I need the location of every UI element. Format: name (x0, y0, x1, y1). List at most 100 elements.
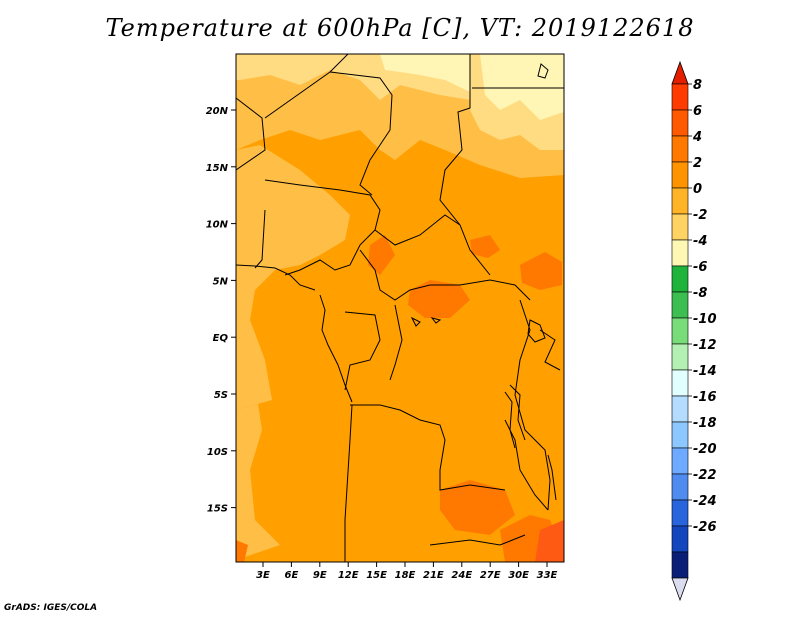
colorbar-swatch (671, 525, 689, 553)
colorbar-swatch (671, 265, 689, 293)
colorbar-label: -4 (693, 234, 707, 249)
colorbar-label: -6 (693, 260, 707, 275)
colorbar-label: 2 (693, 156, 702, 171)
coastline (527, 319, 546, 343)
lat-tick-label: 10S (207, 447, 228, 458)
field-light-coast (236, 404, 280, 560)
border-line (264, 179, 381, 276)
colorbar-label: -20 (693, 442, 717, 457)
border-line (429, 534, 526, 546)
lon-tick-label: 30E (508, 570, 529, 581)
coastline (504, 391, 516, 449)
colorbar-label: -26 (693, 520, 717, 535)
lon-tick-label: 15E (366, 570, 387, 581)
border-line (236, 97, 266, 171)
colorbar-label: -18 (693, 416, 717, 431)
lon-tick-label: 6E (285, 570, 299, 581)
colorbar-swatch (671, 447, 689, 475)
colorbar-label: -24 (693, 494, 717, 509)
colorbar-label: -10 (693, 312, 717, 327)
border-line (439, 54, 491, 276)
border-line (344, 404, 353, 562)
border-line (329, 71, 393, 196)
coastline (547, 454, 557, 501)
lat-tick-label: 20N (206, 106, 229, 117)
colorbar-label: -12 (693, 338, 717, 353)
lon-tick-label: 9E (313, 570, 327, 581)
colorbar: 8 6 4 2 0 -2 -4 -6 -8 -10 -12 -14 -16 -18 -20 -22 -24 -26 (671, 60, 717, 602)
colorbar-swatch (671, 239, 689, 267)
colorbar-label: -22 (693, 468, 717, 483)
colorbar-label: -14 (693, 364, 717, 379)
colorbar-swatch (671, 213, 689, 241)
lat-tick-label: 5S (214, 390, 228, 401)
lat-tick-label: 15N (206, 163, 229, 174)
colorbar-label: 6 (693, 104, 702, 119)
coastline (430, 317, 442, 324)
colorbar-swatch (671, 109, 689, 137)
lon-tick-label: 33E (537, 570, 558, 581)
border-line (504, 419, 549, 511)
lon-tick-label: 3E (256, 570, 270, 581)
field-warm-south (440, 480, 515, 535)
border-line (344, 311, 381, 391)
colorbar-swatch (671, 421, 689, 449)
colorbar-swatch (671, 161, 689, 189)
field-warm-sahel (368, 235, 395, 275)
lon-tick-label: 24E (451, 570, 472, 581)
coastlines (236, 63, 557, 501)
colorbar-swatch (671, 395, 689, 423)
colorbar-label: -2 (693, 208, 707, 223)
border-line (374, 214, 461, 246)
longitude-axis: 3E 6E 9E 12E 15E 18E 21E 24E 27E 30E 33E (256, 562, 558, 581)
field-yellow-top (380, 54, 470, 92)
lat-tick-label: 5N (213, 276, 229, 287)
colorbar-swatch (671, 135, 689, 163)
coastline (537, 63, 549, 79)
latitude-axis: 20N 15N 10N 5N EQ 5S 10S 15S (206, 106, 236, 515)
coastline (410, 316, 421, 327)
lon-tick-label: 18E (395, 570, 416, 581)
field-warm-east (470, 235, 500, 258)
border-line (254, 209, 266, 269)
grads-credit: GrADS: IGES/COLA (4, 603, 98, 613)
colorbar-top-arrow (671, 60, 689, 85)
colorbar-label: 8 (693, 78, 702, 93)
border-line (389, 304, 403, 381)
colorbar-label: -16 (693, 390, 717, 405)
colorbar-swatch (671, 83, 689, 111)
border-line (359, 249, 531, 301)
colorbar-swatch (671, 551, 689, 579)
border-line (350, 404, 506, 491)
colorbar-swatch (671, 291, 689, 319)
field-hot-corner (535, 520, 564, 562)
colorbar-swatch (671, 473, 689, 501)
lon-tick-label: 21E (423, 570, 444, 581)
field-warm-sudan (520, 252, 562, 290)
border-line (539, 329, 561, 371)
colorbar-swatch (671, 369, 689, 397)
colorbar-label: 4 (692, 130, 702, 145)
map-frame (235, 53, 565, 563)
coastline (236, 264, 316, 291)
field-hot-sw (236, 540, 248, 562)
colorbar-swatch (671, 343, 689, 371)
lat-tick-label: 15S (207, 504, 228, 515)
coastline (509, 384, 526, 441)
colorbar-swatch (671, 317, 689, 345)
lon-tick-label: 12E (338, 570, 359, 581)
colorbar-bottom-arrow (671, 577, 689, 602)
colorbar-label: -8 (693, 286, 707, 301)
colorbar-label: 0 (693, 182, 702, 197)
coastline (319, 294, 353, 403)
field-warm-car (408, 280, 470, 318)
colorbar-swatch (671, 187, 689, 215)
lat-tick-label: 10N (206, 220, 229, 231)
colorbar-swatch (671, 499, 689, 527)
lon-tick-label: 27E (480, 570, 501, 581)
temperature-field (236, 54, 564, 562)
map-title: Temperature at 600hPa [C], VT: 201912261… (105, 14, 695, 42)
field-yellow-ne (480, 54, 564, 120)
lat-tick-label: EQ (213, 333, 229, 344)
